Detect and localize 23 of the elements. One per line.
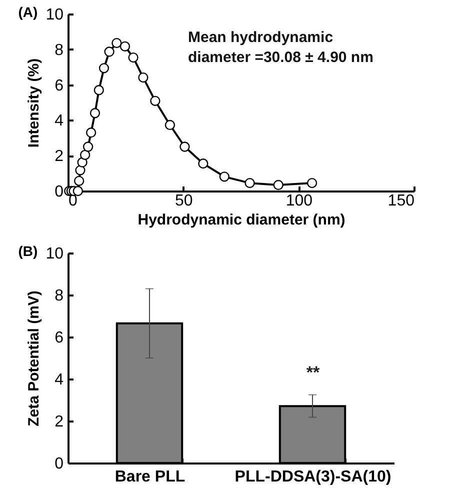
annotation: ** [306,363,320,382]
x-axis-title: Hydrodynamic diameter (nm) [138,212,346,228]
x-tick-label: 100 [286,192,313,210]
annotation: Mean hydrodynamic diameter =30.08 ± 4.90 nm [188,29,374,66]
y-axis-title: Zeta Potential (mV) [26,290,43,426]
y-tick-label: 4 [54,372,64,388]
y-tick-label: 6 [54,77,64,94]
chart-title: (B) [18,243,38,259]
x-tick-label: PLL-DDSA(3)-SA(10) [234,468,392,486]
y-tick-label: 6 [54,330,64,346]
y-tick-label: 4 [54,112,64,130]
y-tick-label: 2 [54,148,64,166]
y-axis-title: Intensity (%) [26,58,43,148]
chart-title: (A) [18,4,38,20]
y-tick-label: 2 [54,414,64,430]
y-tick-label: 8 [54,42,64,59]
y-tick-label: 10 [46,246,64,262]
y-tick-label: 10 [46,6,64,24]
x-tick-label: Bare PLL [114,468,186,486]
y-tick-label: 0 [54,456,64,472]
x-tick-label: 150 [388,192,415,210]
y-tick-label: 8 [54,288,64,304]
x-tick-label: 50 [174,192,193,210]
